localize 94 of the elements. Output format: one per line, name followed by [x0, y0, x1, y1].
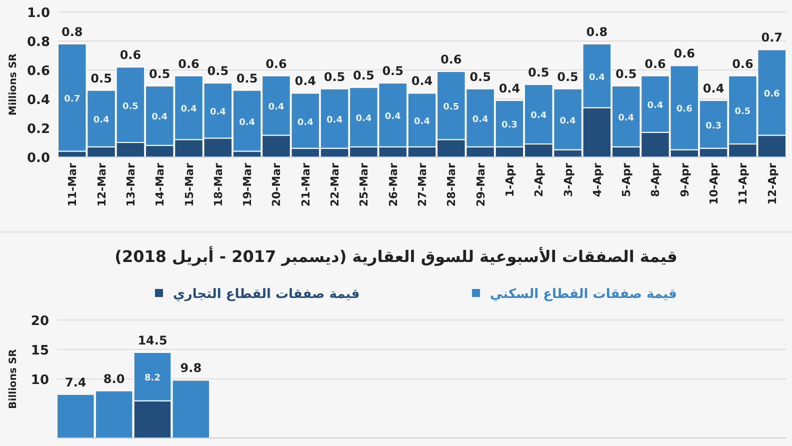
data-label: 0.4 — [530, 111, 547, 122]
x-tick-label: 15-Mar — [182, 162, 196, 207]
x-tick-label: 28-Mar — [445, 162, 458, 207]
data-label: 0.4 — [297, 118, 314, 128]
x-tick-label: 4-Apr — [590, 162, 604, 198]
data-label: 0.4 — [647, 101, 664, 112]
data-label: 0.4 — [180, 104, 197, 115]
total-label: 0.6 — [644, 56, 666, 71]
x-tick-label: 27-Mar — [416, 162, 429, 207]
total-label: 0.4 — [294, 74, 316, 88]
total-label: 0.4 — [498, 81, 520, 96]
x-tick-label: 9-Apr — [678, 162, 692, 198]
y-tick-label: 0.8 — [26, 35, 50, 50]
data-label: 0.4 — [239, 118, 256, 128]
data-label: 0.4 — [326, 116, 343, 126]
total-label: 0.5 — [148, 66, 170, 81]
y-tick-label: 0.0 — [26, 151, 50, 166]
x-tick-label: 12-Mar — [95, 162, 108, 207]
data-label: 0.6 — [764, 89, 780, 100]
total-label: 0.5 — [353, 68, 374, 82]
total-label: 0.6 — [120, 48, 142, 62]
total-label: 0.5 — [528, 66, 550, 80]
total-label: 0.5 — [557, 70, 578, 84]
x-tick-label: 2-Apr — [532, 162, 546, 198]
y-axis-title: Millions SR — [8, 53, 19, 116]
data-label: 0.3 — [501, 120, 518, 131]
y-axis-title: Billions SR — [8, 348, 19, 409]
y-tick-label: 1.0 — [26, 6, 50, 21]
x-tick-label: 3-Apr — [562, 162, 575, 198]
data-label: 0.4 — [93, 116, 110, 126]
x-tick-label: 21-Mar — [299, 162, 312, 207]
data-label: 0.4 — [560, 116, 576, 126]
data-label: 0.3 — [706, 121, 722, 132]
total-label: 0.5 — [236, 71, 258, 86]
total-label: 7.4 — [65, 375, 86, 390]
total-label: 0.6 — [732, 56, 754, 71]
data-label: 0.6 — [676, 104, 692, 115]
total-label: 0.6 — [674, 46, 696, 61]
data-label: 0.4 — [210, 108, 226, 118]
data-label: 8.2 — [144, 374, 160, 384]
y-tick-label: 20 — [30, 314, 49, 329]
data-label: 0.7 — [64, 94, 80, 105]
y-tick-label: 0.6 — [26, 64, 50, 79]
total-label: 0.5 — [324, 70, 346, 84]
total-label: 14.5 — [138, 333, 168, 348]
legend-label: قيمة صفقات القطاع التجاري — [173, 287, 360, 302]
x-tick-label: 1-Apr — [503, 162, 516, 198]
total-label: 0.5 — [207, 64, 229, 78]
y-tick-label: 15 — [30, 344, 49, 358]
legend-label: قيمة صفقات القطاع السكني — [490, 287, 677, 302]
data-label: 0.4 — [588, 72, 605, 83]
x-tick-label: 22-Mar — [328, 162, 342, 207]
data-label: 0.4 — [472, 114, 488, 125]
data-label: 0.5 — [734, 106, 751, 117]
data-label: 0.4 — [414, 117, 430, 128]
x-tick-label: 12-Apr — [766, 162, 779, 205]
total-label: 0.5 — [90, 71, 112, 86]
x-tick-label: 14-Mar — [154, 162, 167, 207]
x-tick-label: 5-Apr — [620, 162, 634, 198]
x-tick-label: 11-Apr — [736, 162, 750, 205]
total-label: 0.7 — [761, 30, 782, 45]
total-label: 0.4 — [411, 74, 433, 88]
x-tick-label: 13-Mar — [124, 162, 138, 207]
data-label: 0.4 — [356, 114, 372, 124]
x-tick-label: 19-Mar — [241, 162, 254, 207]
x-tick-label: 11-Mar — [66, 162, 80, 207]
total-label: 0.5 — [470, 70, 491, 84]
x-tick-label: 29-Mar — [474, 162, 488, 207]
data-label: 0.5 — [443, 102, 460, 113]
data-label: 0.4 — [268, 102, 284, 113]
x-tick-label: 8-Apr — [649, 162, 662, 198]
total-label: 0.5 — [615, 66, 637, 81]
total-label: 0.6 — [440, 52, 462, 66]
y-tick-label: 0.2 — [26, 122, 50, 137]
data-label: 0.5 — [122, 102, 138, 112]
x-tick-label: 18-Mar — [212, 162, 225, 207]
x-tick-label: 20-Mar — [270, 162, 284, 207]
total-label: 8.0 — [103, 372, 125, 386]
total-label: 9.8 — [180, 361, 202, 376]
x-tick-label: 10-Apr — [708, 162, 721, 205]
total-label: 0.5 — [382, 64, 404, 78]
x-tick-label: 26-Mar — [386, 162, 400, 207]
total-label: 0.8 — [586, 24, 608, 39]
total-label: 0.4 — [702, 81, 724, 96]
total-label: 0.6 — [266, 56, 287, 71]
x-tick-label: 25-Mar — [358, 162, 371, 207]
total-label: 0.6 — [178, 56, 200, 71]
data-label: 0.4 — [618, 113, 634, 124]
data-label: 0.4 — [384, 112, 401, 122]
total-label: 0.8 — [62, 24, 83, 39]
y-tick-label: 10 — [30, 373, 49, 388]
chart-title: قيمة الصفقات الأسبوعية للسوق العقارية (ديسمبر 2017 - أبريل 2018) — [114, 246, 678, 266]
y-tick-label: 0.4 — [26, 93, 50, 108]
data-label: 0.4 — [152, 112, 168, 123]
